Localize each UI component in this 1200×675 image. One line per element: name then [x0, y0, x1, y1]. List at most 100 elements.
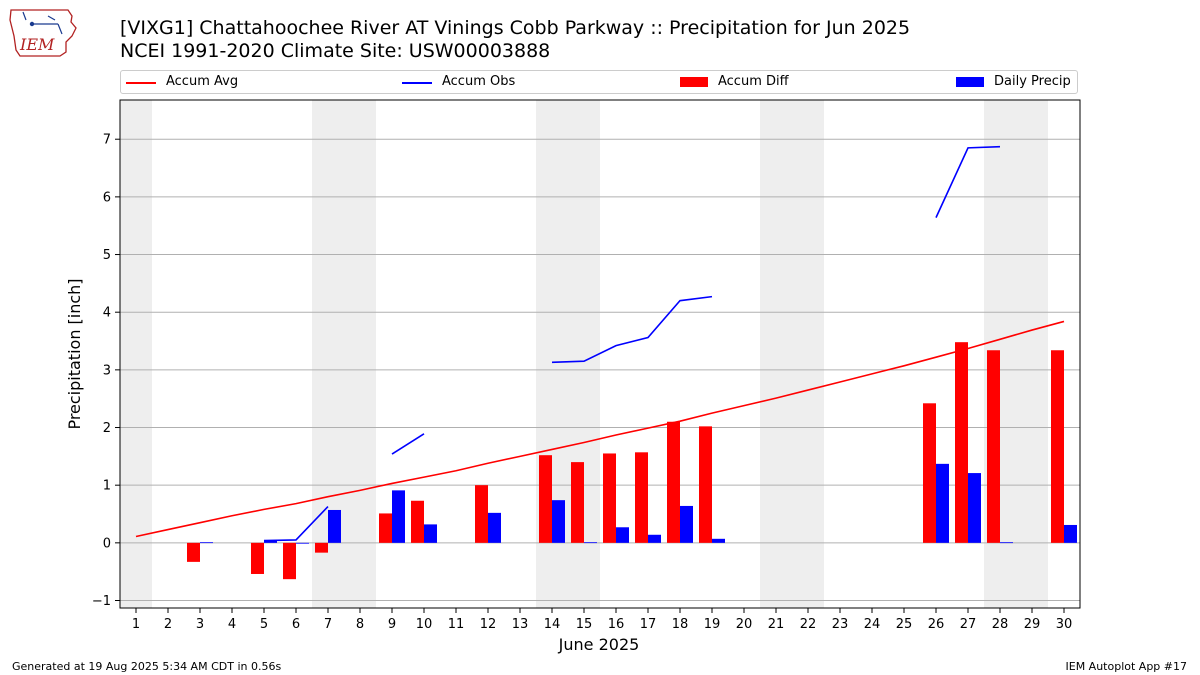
daily-precip-bar	[328, 509, 341, 543]
accum-diff-bar	[379, 513, 392, 543]
logo-state-outline	[9, 9, 77, 57]
legend-label: Accum Obs	[442, 74, 516, 89]
x-tick-label: 26	[928, 617, 945, 632]
accum-diff-bar	[315, 542, 328, 553]
accum-diff-bar	[699, 426, 712, 543]
daily-precip-bar	[264, 540, 277, 543]
daily-precip-bar	[936, 463, 949, 543]
accum-diff-bar	[1051, 350, 1064, 543]
accum-diff-bar	[635, 452, 648, 543]
gridlines	[120, 138, 1080, 602]
y-axis-label: Precipitation [inch]	[65, 278, 84, 429]
weekend-band	[760, 100, 824, 608]
daily-precip-bar	[1064, 524, 1077, 543]
y-tick-label: −1	[92, 594, 111, 609]
legend-line-swatch	[126, 82, 156, 84]
daily-precip-bar	[1000, 542, 1013, 544]
accum-diff-bar	[923, 403, 936, 543]
accum-diff-bar	[603, 453, 616, 543]
y-tick-label: 0	[103, 536, 111, 551]
daily-precip-bar	[712, 538, 725, 543]
accum-obs-line	[551, 295, 713, 364]
x-tick-label: 20	[736, 617, 753, 632]
iem-logo: IEM	[9, 9, 77, 57]
x-tick-label: 24	[864, 617, 881, 632]
x-tick-label: 25	[896, 617, 913, 632]
x-tick-label: 12	[480, 617, 497, 632]
accum-diff-bar	[411, 500, 424, 543]
plot-frame	[119, 99, 1081, 609]
y-tick-label: 2	[103, 421, 111, 436]
legend-line-swatch	[402, 82, 432, 84]
x-tick-label: 6	[292, 617, 300, 632]
accum-diff-bar	[539, 455, 552, 543]
accum-avg-line	[135, 320, 1065, 538]
x-tick-label: 5	[260, 617, 268, 632]
accum-obs-line	[391, 433, 425, 455]
x-tick-label: 17	[640, 617, 657, 632]
daily-precip-bar	[200, 542, 213, 544]
daily-precip-bar	[296, 542, 309, 544]
legend-label: Accum Avg	[166, 74, 239, 89]
accum-diff-bar	[283, 542, 296, 580]
y-tick-label: 4	[103, 306, 111, 321]
accum-diff-bar	[955, 342, 968, 543]
app-credit: IEM Autoplot App #17	[1065, 660, 1188, 673]
accum-diff-bar	[571, 462, 584, 543]
daily-precip-bar	[648, 534, 661, 543]
legend: Accum Avg Accum Obs Accum Diff Daily Precip	[120, 70, 1078, 94]
chart-title: [VIXG1] Chattahoochee River AT Vinings C…	[120, 17, 911, 39]
x-tick-label: 19	[704, 617, 721, 632]
lines	[135, 145, 1065, 542]
legend-bar-swatch	[680, 77, 708, 87]
x-tick-label: 8	[356, 617, 364, 632]
daily-precip-bar	[392, 490, 405, 543]
daily-precip-bar	[968, 473, 981, 543]
x-tick-label: 23	[832, 617, 849, 632]
x-tick-label: 29	[1024, 617, 1041, 632]
x-tick-label: 1	[132, 617, 140, 632]
daily-precip-bar	[616, 527, 629, 543]
x-tick-label: 11	[448, 617, 465, 632]
chart-subtitle: NCEI 1991-2020 Climate Site: USW00003888	[120, 40, 551, 62]
x-tick-label: 27	[960, 617, 977, 632]
y-tick-label: 3	[103, 363, 111, 378]
y-tick-label: 7	[103, 133, 111, 148]
generated-timestamp: Generated at 19 Aug 2025 5:34 AM CDT in …	[12, 660, 282, 673]
x-tick-label: 9	[388, 617, 396, 632]
x-tick-label: 10	[416, 617, 433, 632]
accum-diff-bar	[475, 485, 488, 543]
accum-diff-bar	[187, 542, 200, 562]
x-tick-label: 28	[992, 617, 1009, 632]
x-tick-label: 3	[196, 617, 204, 632]
daily-precip-bar	[488, 512, 501, 543]
x-tick-label: 16	[608, 617, 625, 632]
y-tick-label: 6	[103, 190, 111, 205]
legend-bar-swatch	[956, 77, 984, 87]
x-tick-label: 14	[544, 617, 561, 632]
x-tick-label: 7	[324, 617, 332, 632]
x-tick-label: 2	[164, 617, 172, 632]
legend-label: Daily Precip	[994, 74, 1071, 89]
logo-station-icon	[29, 21, 35, 27]
daily-precip-bar	[552, 500, 565, 543]
accum-obs-line	[263, 505, 329, 542]
daily-precip-bar	[680, 505, 693, 543]
accum-diff-bar	[987, 350, 1000, 543]
weekend-band	[120, 100, 152, 608]
x-tick-label: 30	[1056, 617, 1073, 632]
x-tick-label: 13	[512, 617, 529, 632]
daily-precip-bar	[424, 524, 437, 543]
accum-obs-line	[935, 145, 1001, 218]
x-tick-label: 15	[576, 617, 593, 632]
y-tick-label: 5	[103, 248, 111, 263]
y-tick-label: 1	[103, 479, 111, 494]
accum-diff-bar	[667, 421, 680, 543]
accum-diff-bar	[251, 542, 264, 574]
daily-precip-bar	[584, 542, 597, 544]
x-tick-label: 18	[672, 617, 689, 632]
x-axis-label: June 2025	[558, 635, 640, 654]
x-tick-label: 22	[800, 617, 817, 632]
